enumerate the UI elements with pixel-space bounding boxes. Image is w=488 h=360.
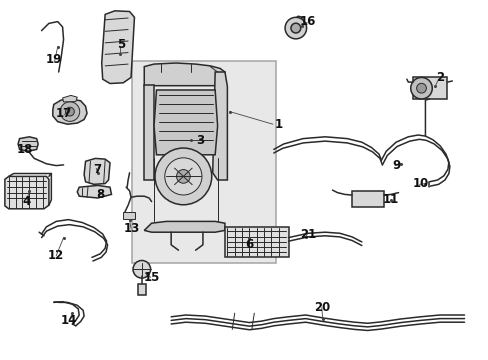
Polygon shape <box>212 72 227 180</box>
Text: 20: 20 <box>314 301 330 314</box>
Text: 18: 18 <box>16 143 33 156</box>
Polygon shape <box>53 99 87 124</box>
Polygon shape <box>84 158 110 184</box>
Text: 16: 16 <box>299 15 316 28</box>
Circle shape <box>176 170 190 183</box>
Text: 2: 2 <box>435 71 443 84</box>
Text: 15: 15 <box>143 271 160 284</box>
Circle shape <box>290 23 300 33</box>
Circle shape <box>164 158 202 195</box>
Polygon shape <box>77 185 111 198</box>
Text: 6: 6 <box>245 238 253 251</box>
Polygon shape <box>154 90 217 155</box>
Circle shape <box>65 107 74 116</box>
Bar <box>351 191 383 207</box>
Bar <box>123 212 135 219</box>
Text: 14: 14 <box>60 314 77 327</box>
Bar <box>132 61 276 263</box>
Polygon shape <box>62 95 77 102</box>
Polygon shape <box>144 63 224 86</box>
Circle shape <box>410 77 431 99</box>
Text: 17: 17 <box>55 107 72 120</box>
Text: 10: 10 <box>411 177 428 190</box>
Text: 3: 3 <box>196 134 204 147</box>
Text: 8: 8 <box>96 188 104 201</box>
Text: 12: 12 <box>48 249 64 262</box>
Polygon shape <box>5 176 49 209</box>
Circle shape <box>60 102 80 121</box>
Circle shape <box>133 261 150 278</box>
Polygon shape <box>144 85 154 180</box>
Polygon shape <box>18 137 38 151</box>
Text: 11: 11 <box>382 193 399 206</box>
Polygon shape <box>102 11 134 84</box>
Text: 1: 1 <box>274 118 282 131</box>
Bar <box>138 284 145 295</box>
Polygon shape <box>144 221 224 232</box>
Text: 13: 13 <box>123 222 140 235</box>
Text: 9: 9 <box>391 159 399 172</box>
Bar <box>224 227 288 257</box>
Circle shape <box>416 83 426 93</box>
Text: 5: 5 <box>117 39 125 51</box>
Circle shape <box>155 148 211 205</box>
Text: 19: 19 <box>45 53 62 66</box>
Text: 7: 7 <box>94 163 102 176</box>
Text: 4: 4 <box>23 195 31 208</box>
Text: 21: 21 <box>299 228 316 240</box>
Bar <box>412 77 447 99</box>
Circle shape <box>285 17 306 39</box>
